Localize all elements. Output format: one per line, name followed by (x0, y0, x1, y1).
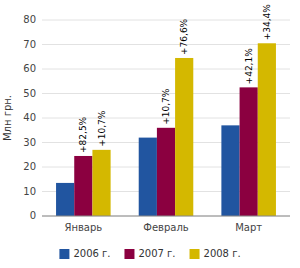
legend-label: 2006 г. (73, 248, 110, 259)
x-tick-label: Январь (64, 222, 102, 233)
y-tick-label: 0 (30, 210, 36, 221)
x-tick-label: Март (235, 222, 262, 233)
legend-swatch (59, 249, 69, 259)
bar (240, 87, 258, 216)
bars (56, 43, 276, 216)
bar (92, 150, 110, 216)
grid-line (42, 216, 290, 217)
grid-line (42, 44, 290, 45)
y-tick-label: 40 (23, 112, 36, 123)
legend-item: 2006 г. (59, 248, 110, 259)
annotation: +10,7% (161, 88, 171, 125)
legend-label: 2007 г. (138, 248, 175, 259)
annotation: +34,4% (262, 4, 272, 41)
y-tick-label: 10 (23, 186, 36, 197)
legend-item: 2008 г. (190, 248, 241, 259)
bar (221, 125, 239, 216)
bar (74, 156, 92, 216)
bar (258, 43, 276, 216)
y-tick-label: 30 (23, 137, 36, 148)
bar (175, 58, 193, 216)
annotation: +76,6% (179, 18, 189, 55)
legend: 2006 г. 2007 г. 2008 г. (59, 248, 240, 259)
legend-item: 2007 г. (124, 248, 175, 259)
bar (157, 128, 175, 216)
x-axis: Январь Февраль Март (64, 222, 262, 233)
y-tick-label: 50 (23, 88, 36, 99)
y-axis: 0 10 20 30 40 50 60 70 80 (23, 14, 36, 221)
bar (56, 183, 74, 216)
bar (139, 138, 157, 216)
y-tick-label: 20 (23, 161, 36, 172)
legend-label: 2008 г. (204, 248, 241, 259)
grid-line (42, 20, 290, 21)
annotations: +82,5% +10,7% +42,1% +10,7% +76,6% +34,4% (78, 4, 272, 153)
annotation: +42,1% (244, 48, 254, 85)
chart: 0 10 20 30 40 50 60 70 80 Млн грн. +82,5% +10,7% +42… (0, 0, 300, 268)
y-axis-label: Млн грн. (2, 95, 13, 141)
legend-swatch (124, 249, 134, 259)
x-tick-label: Февраль (143, 222, 189, 233)
annotation: +82,5% (78, 116, 88, 153)
x-axis-line (42, 216, 290, 217)
legend-swatch (190, 249, 200, 259)
chart-container: 0 10 20 30 40 50 60 70 80 Млн грн. +82,5% +10,7% +42… (0, 0, 300, 268)
y-tick-label: 70 (23, 39, 36, 50)
y-tick-label: 80 (23, 14, 36, 25)
y-tick-label: 60 (23, 63, 36, 74)
grid (42, 20, 290, 216)
annotation: +10,7% (97, 110, 107, 147)
